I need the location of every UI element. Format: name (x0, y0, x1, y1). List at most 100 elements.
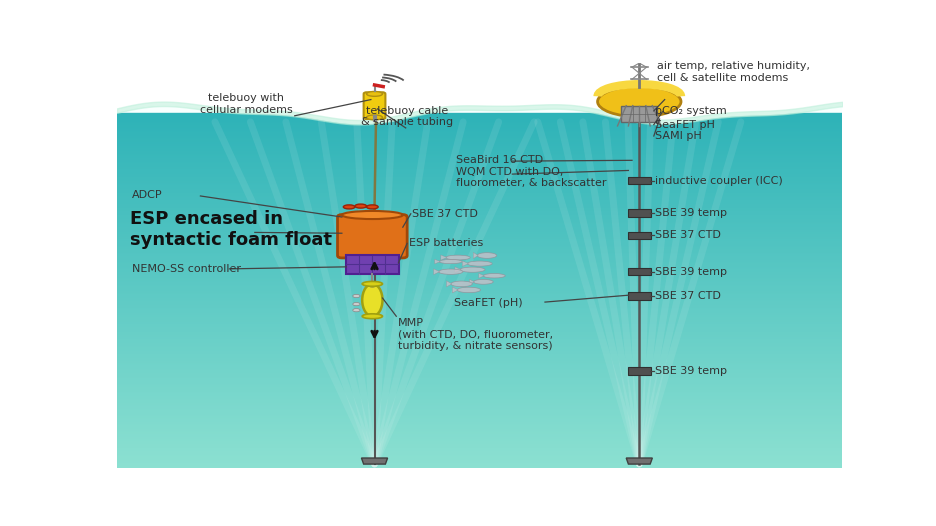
Bar (117, 378, 842, 380)
Text: SeaFET pH: SeaFET pH (655, 120, 715, 130)
Bar (117, 267, 842, 268)
Bar (117, 399, 842, 401)
Bar (117, 389, 842, 390)
Bar (117, 268, 842, 270)
Bar (117, 160, 842, 162)
Bar (117, 437, 842, 439)
Bar (117, 458, 842, 460)
Text: SBE 37 CTD: SBE 37 CTD (655, 230, 721, 240)
Bar (117, 316, 842, 317)
Bar (117, 63, 842, 114)
Bar (117, 314, 842, 316)
Bar (117, 250, 842, 252)
Bar (117, 246, 842, 247)
Bar (117, 424, 842, 426)
Polygon shape (433, 269, 440, 275)
Bar (117, 447, 842, 448)
Bar (117, 256, 842, 258)
Bar (117, 370, 842, 371)
Bar (117, 211, 842, 213)
Bar (117, 216, 842, 218)
Bar (117, 341, 842, 343)
Bar (117, 273, 842, 275)
Bar (117, 309, 842, 311)
Bar (117, 446, 842, 447)
Polygon shape (474, 252, 478, 259)
Bar (117, 467, 842, 468)
Bar (117, 320, 842, 322)
Bar (117, 307, 842, 309)
Bar (117, 257, 842, 259)
Bar (117, 193, 842, 194)
Polygon shape (626, 458, 652, 464)
Bar (117, 405, 842, 407)
Bar (117, 176, 842, 178)
Bar (117, 125, 842, 127)
Polygon shape (441, 255, 446, 260)
Bar (117, 158, 842, 160)
Bar (117, 319, 842, 320)
Bar (117, 117, 842, 118)
Bar (117, 288, 842, 290)
Bar (117, 346, 842, 348)
Bar (117, 453, 842, 455)
Bar (117, 337, 842, 338)
Bar (117, 438, 842, 440)
Bar (117, 145, 842, 147)
Bar (117, 276, 842, 278)
Ellipse shape (344, 205, 355, 209)
Bar (117, 455, 842, 457)
Bar (117, 410, 842, 411)
Bar (117, 165, 842, 167)
Bar (117, 338, 842, 339)
Bar (117, 116, 842, 117)
Bar (117, 204, 842, 206)
Bar (117, 450, 842, 452)
FancyBboxPatch shape (628, 292, 651, 300)
Bar (117, 393, 842, 395)
Bar (117, 138, 842, 140)
Bar (117, 449, 842, 450)
Ellipse shape (362, 314, 383, 319)
Bar (117, 327, 842, 329)
Bar (117, 245, 842, 246)
Polygon shape (462, 261, 469, 266)
Text: ESP batteries: ESP batteries (409, 238, 483, 248)
Bar (117, 213, 842, 214)
Bar (117, 196, 842, 198)
Bar (117, 255, 842, 257)
Bar (117, 304, 842, 305)
Bar (117, 279, 842, 280)
Bar (117, 131, 842, 133)
Bar (117, 414, 842, 416)
Bar (117, 457, 842, 459)
Bar (117, 292, 842, 294)
Bar (117, 124, 842, 126)
Bar (117, 331, 842, 332)
Bar (117, 311, 842, 312)
Bar (117, 118, 842, 119)
Bar (117, 396, 842, 397)
Bar (117, 187, 842, 188)
Bar (117, 285, 842, 286)
Bar (117, 356, 842, 357)
Bar (117, 280, 842, 281)
Bar (117, 336, 842, 337)
Bar (117, 209, 842, 210)
Text: SBE 39 temp: SBE 39 temp (655, 208, 727, 218)
Bar (117, 367, 842, 369)
Polygon shape (470, 279, 475, 285)
Bar (117, 170, 842, 171)
Bar (117, 203, 842, 205)
Bar (117, 240, 842, 241)
Bar (117, 290, 842, 292)
Bar (117, 334, 842, 336)
Bar (117, 326, 842, 328)
Bar (117, 348, 842, 350)
Bar (117, 317, 842, 318)
Bar (117, 140, 842, 142)
Bar (117, 167, 842, 168)
Bar (117, 217, 842, 219)
Bar (117, 159, 842, 161)
Text: telebuoy cable
& sample tubing: telebuoy cable & sample tubing (361, 106, 453, 127)
